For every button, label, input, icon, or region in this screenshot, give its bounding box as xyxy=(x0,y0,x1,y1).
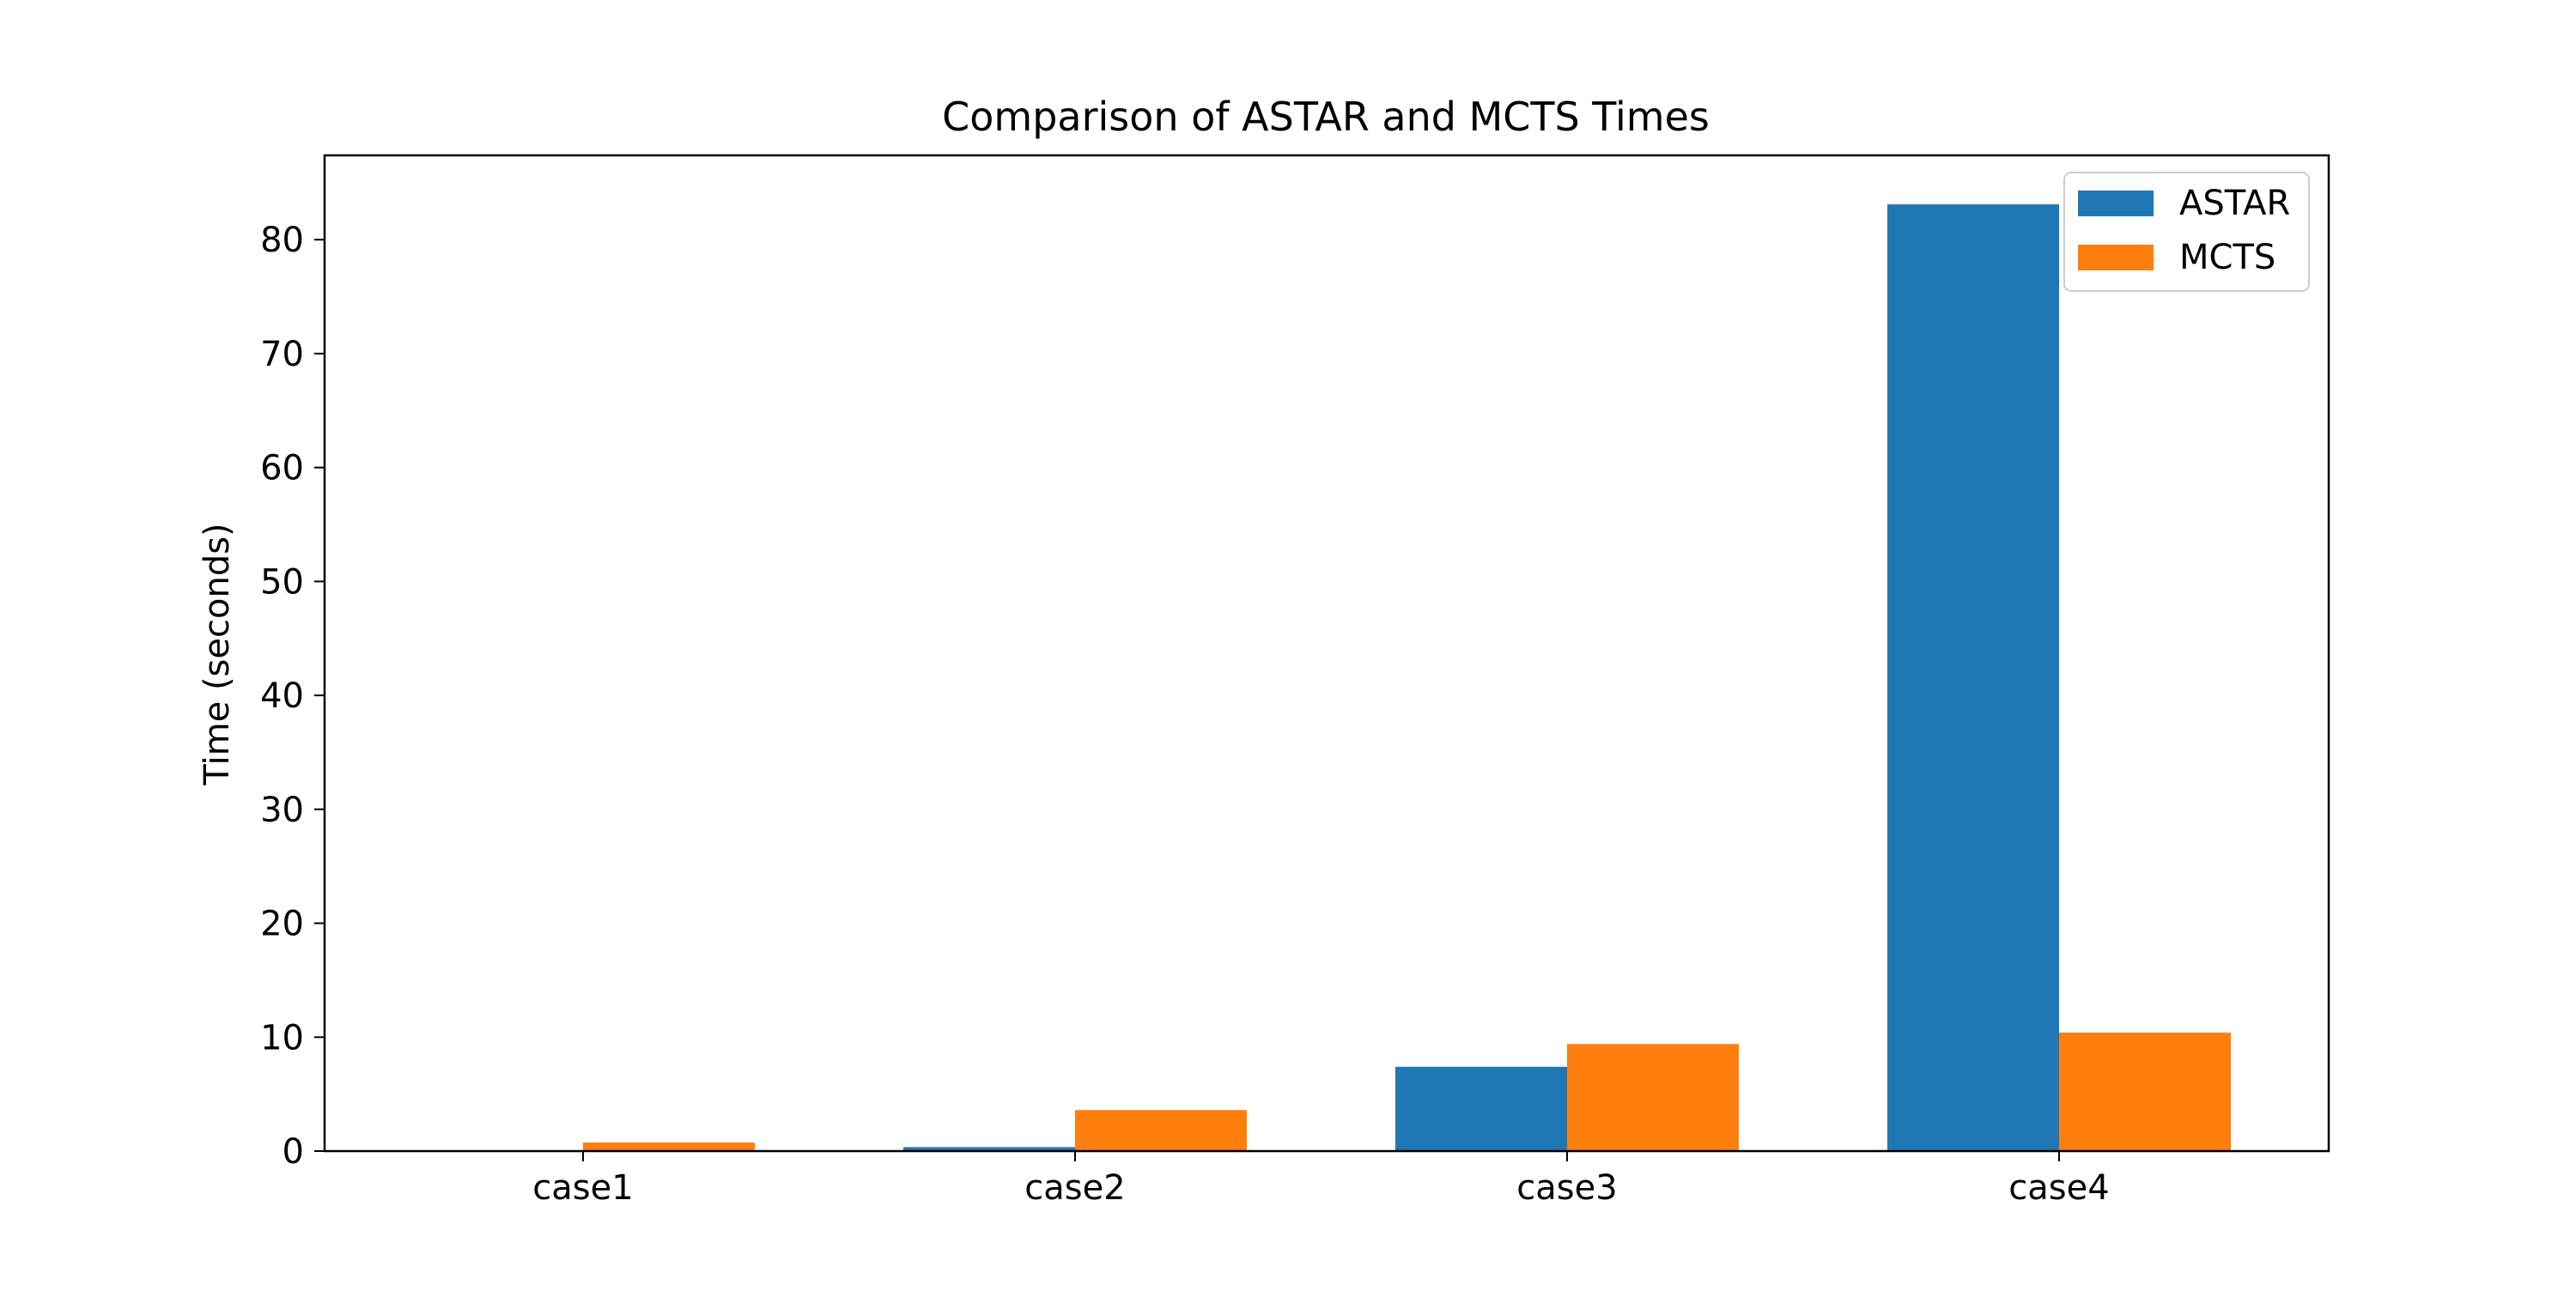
y-tick-label-30: 30 xyxy=(260,791,304,830)
y-tick-label-0: 0 xyxy=(283,1132,304,1172)
legend-label-astar: ASTAR xyxy=(2179,184,2290,223)
bar-mcts-case3 xyxy=(1567,1044,1739,1151)
y-tick-label-70: 70 xyxy=(260,335,304,374)
y-tick-label-40: 40 xyxy=(260,676,304,716)
x-tick-label-case4: case4 xyxy=(2008,1168,2109,1208)
bar-mcts-case1 xyxy=(583,1143,755,1151)
legend: ASTAR MCTS xyxy=(2064,173,2309,291)
y-tick-label-10: 10 xyxy=(260,1018,304,1058)
bar-mcts-case4 xyxy=(2059,1033,2231,1151)
y-axis-label: Time (seconds) xyxy=(197,523,237,785)
bar-mcts-case2 xyxy=(1075,1110,1247,1151)
bar-astar-case3 xyxy=(1395,1067,1567,1151)
x-tick-label-case3: case3 xyxy=(1516,1168,1617,1208)
x-tick-label-case1: case1 xyxy=(532,1168,633,1208)
y-tick-label-50: 50 xyxy=(260,562,304,602)
chart-title: Comparison of ASTAR and MCTS Times xyxy=(942,94,1710,140)
bar-astar-case4 xyxy=(1887,204,2059,1151)
legend-swatch-mcts xyxy=(2078,245,2154,270)
y-tick-label-80: 80 xyxy=(260,221,304,260)
x-tick-label-case2: case2 xyxy=(1024,1168,1125,1208)
legend-swatch-astar xyxy=(2078,191,2154,216)
legend-label-mcts: MCTS xyxy=(2179,238,2275,277)
y-tick-label-60: 60 xyxy=(260,449,304,488)
y-tick-label-20: 20 xyxy=(260,905,304,944)
